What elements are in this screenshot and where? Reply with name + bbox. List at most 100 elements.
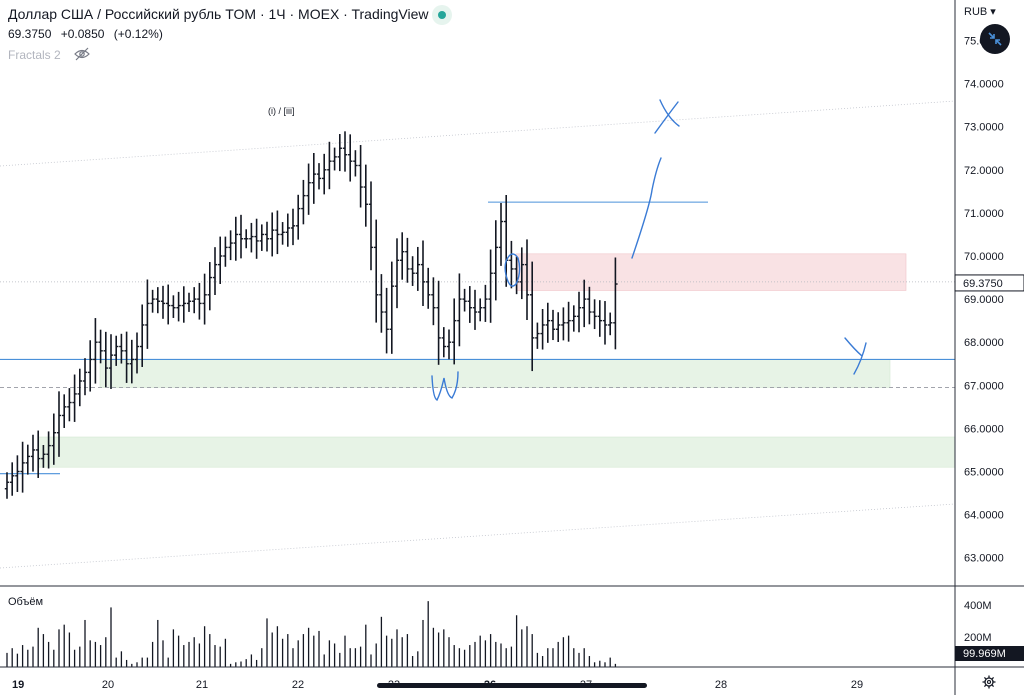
ohlc-bar <box>119 333 124 364</box>
handwritten-y-mark <box>844 337 867 375</box>
ohlc-bar <box>171 295 176 318</box>
handwritten-w-mark <box>431 371 459 401</box>
channel-top <box>0 100 956 167</box>
eye-hidden-icon[interactable] <box>74 47 90 61</box>
ohlc-bar <box>457 273 462 347</box>
volume-last-badge <box>955 646 1024 661</box>
price-tick-label: 74.0000 <box>964 79 1004 91</box>
price-tick-label: 70.0000 <box>964 251 1004 263</box>
collapse-button[interactable] <box>980 24 1010 54</box>
wave-label: (i) / [iii] <box>268 106 295 116</box>
ohlc-bars <box>4 131 618 499</box>
ohlc-bar <box>566 301 571 342</box>
ohlc-bar <box>238 214 244 259</box>
ohlc-bar <box>280 222 285 245</box>
time-scrollbar[interactable] <box>377 683 647 688</box>
ohlc-bar <box>441 327 446 358</box>
time-tick-label: 21 <box>196 679 208 691</box>
volume-last-label: 99.969M <box>963 648 1006 660</box>
ohlc-bar <box>103 331 108 388</box>
ohlc-bar <box>166 284 171 325</box>
ohlc-bar <box>46 431 51 469</box>
ohlc-bar <box>56 391 62 457</box>
ohlc-bar <box>483 284 488 322</box>
ohlc-bar <box>82 358 88 396</box>
ohlc-bar <box>545 302 550 343</box>
ohlc-bar <box>62 394 67 428</box>
red-zone-0[interactable] <box>515 253 907 291</box>
ohlc-bar <box>358 145 363 208</box>
ohlc-bar <box>264 221 270 252</box>
ohlc-bar <box>244 229 249 249</box>
last-price-axis-label: 69.3750 <box>963 278 1003 290</box>
ohlc-bar <box>420 240 426 306</box>
ohlc-bar <box>301 179 306 225</box>
ohlc-bar <box>368 181 374 271</box>
price-tick-label: 64.0000 <box>964 510 1004 522</box>
ohlc-bar <box>150 289 155 313</box>
ohlc-bar <box>254 218 259 259</box>
ohlc-bar <box>15 455 20 492</box>
green-zone-1[interactable] <box>99 359 891 388</box>
ohlc-bar <box>140 304 145 367</box>
indicator-label[interactable]: Fractals 2 <box>8 48 61 62</box>
handwritten-annotations: (i) / [iii] <box>268 99 867 401</box>
ohlc-bar <box>519 247 524 300</box>
currency-label: RUB <box>964 6 988 18</box>
ohlc-bar <box>337 134 342 172</box>
ohlc-bar <box>608 312 613 336</box>
ohlc-bar <box>498 202 504 266</box>
volume-tick-label: 400M <box>964 600 992 612</box>
ohlc-bar <box>379 274 384 333</box>
ohlc-bar <box>561 307 566 341</box>
price-tick-label: 65.0000 <box>964 467 1004 479</box>
ohlc-bar <box>51 413 56 465</box>
chart-title: Доллар США / Российский рубль TOM · 1Ч ·… <box>8 6 429 22</box>
ohlc-bar <box>582 279 587 328</box>
ohlc-bar <box>576 291 582 333</box>
ohlc-bar <box>384 287 389 354</box>
ohlc-bar <box>207 262 212 311</box>
ohlc-bar <box>25 444 30 475</box>
ohlc-bar <box>311 152 316 204</box>
ohlc-bar <box>535 322 540 349</box>
ohlc-bar <box>322 153 327 195</box>
gear-icon[interactable] <box>982 675 996 689</box>
ohlc-bar <box>327 141 332 190</box>
market-status-icon[interactable] <box>432 5 452 25</box>
ohlc-bar <box>394 238 400 309</box>
ohlc-bar <box>410 256 415 286</box>
price-tick-label: 63.0000 <box>964 553 1004 565</box>
time-tick-label: 19 <box>12 679 24 691</box>
zones-layer <box>37 253 956 468</box>
ohlc-bar <box>363 164 368 227</box>
handwritten-up-arrow <box>631 157 662 259</box>
ohlc-bar <box>275 210 280 255</box>
price-tick-label: 68.0000 <box>964 337 1004 349</box>
volume-bars <box>6 601 617 667</box>
ohlc-bar <box>176 291 181 322</box>
ohlc-bar <box>446 329 452 360</box>
ohlc-bar <box>223 236 228 267</box>
ohlc-bar <box>602 301 608 345</box>
ohlc-bar <box>400 232 405 280</box>
ohlc-bar <box>374 219 379 323</box>
ohlc-bar <box>290 208 296 246</box>
ohlc-bar <box>488 249 493 323</box>
ohlc-bar <box>114 335 119 366</box>
price-tick-label: 71.0000 <box>964 208 1004 220</box>
ohlc-bar <box>108 334 114 389</box>
volume-title: Объём <box>8 596 44 608</box>
ohlc-bar <box>228 230 233 261</box>
ohlc-bar <box>270 212 275 257</box>
ohlc-bar <box>233 216 238 261</box>
green-zone-2[interactable] <box>37 436 956 468</box>
ohlc-bar <box>202 273 207 325</box>
ohlc-bar <box>145 279 150 349</box>
ohlc-bar <box>30 434 36 472</box>
ohlc-bar <box>129 339 134 384</box>
currency-selector[interactable]: RUB ▾ <box>964 6 996 18</box>
ohlc-bar <box>212 247 218 296</box>
